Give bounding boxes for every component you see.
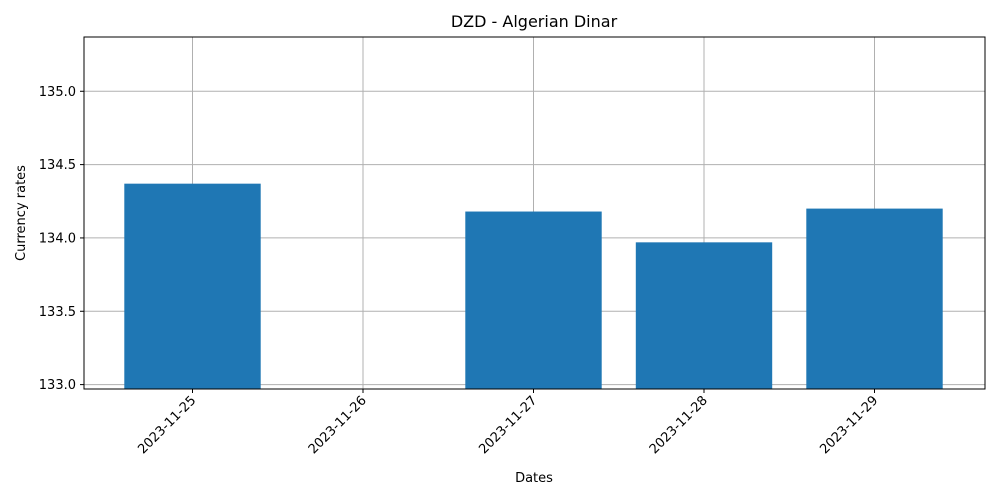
chart-title: DZD - Algerian Dinar (451, 12, 618, 31)
x-tick-label: 2023-11-25 (135, 393, 199, 457)
y-tick-label: 134.5 (39, 158, 76, 173)
bar-2023-11-29 (806, 208, 943, 389)
plot-frame (83, 36, 986, 390)
x-tick-label: 2023-11-29 (817, 393, 881, 457)
x-axis: 2023-11-25 2023-11-26 2023-11-27 2023-11-28… (135, 389, 881, 457)
y-tick-label: 133.0 (39, 378, 76, 393)
x-axis-label: Dates (515, 471, 553, 486)
y-tick-label: 134.0 (39, 231, 76, 246)
x-tick-label: 2023-11-26 (306, 393, 370, 457)
bar-2023-11-25 (124, 183, 261, 389)
y-tick-label: 133.5 (39, 305, 76, 320)
x-tick-label: 2023-11-28 (647, 393, 711, 457)
y-axis: 133.0 133.5 134.0 134.5 135.0 (39, 85, 84, 393)
y-axis-label: Currency rates (14, 165, 29, 261)
y-tick-label: 135.0 (39, 85, 76, 100)
bar-2023-11-27 (465, 211, 602, 389)
bar-2023-11-28 (635, 242, 773, 389)
x-tick-label: 2023-11-27 (476, 393, 540, 457)
bars (124, 183, 943, 389)
